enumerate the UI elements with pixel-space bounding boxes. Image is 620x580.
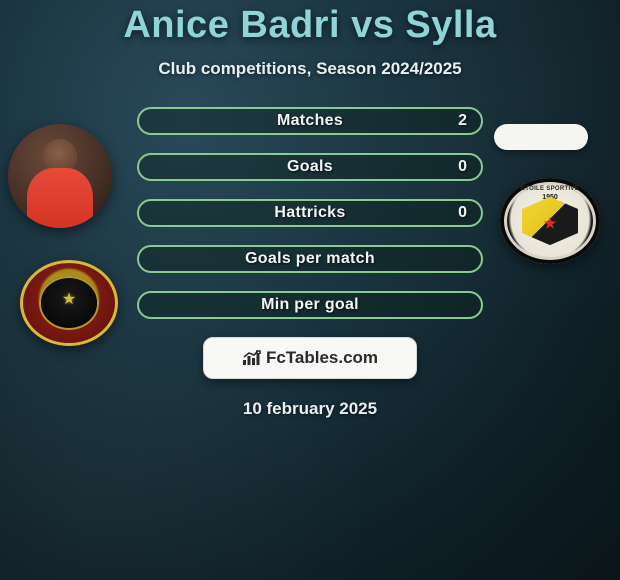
- stat-label: Matches: [277, 112, 343, 130]
- stat-pill-min-per-goal: Min per goal: [137, 291, 483, 319]
- stat-value: 0: [458, 158, 467, 176]
- stat-pill-hattricks: Hattricks 0: [137, 199, 483, 227]
- stat-pill-goals: Goals 0: [137, 153, 483, 181]
- stat-label: Min per goal: [261, 296, 359, 314]
- date-label: 10 february 2025: [243, 399, 377, 419]
- subtitle: Club competitions, Season 2024/2025: [158, 59, 461, 79]
- stat-label: Goals: [287, 158, 333, 176]
- fctables-badge[interactable]: FcTables.com: [203, 337, 417, 379]
- star-icon: ★: [544, 215, 557, 232]
- player-avatar-right: [494, 124, 588, 150]
- stat-pill-matches: Matches 2: [137, 107, 483, 135]
- stat-pill-goals-per-match: Goals per match: [137, 245, 483, 273]
- club-badge-right-inner: ★: [522, 197, 578, 245]
- star-icon: ★: [62, 289, 76, 309]
- stats-list: Matches 2 Goals 0 Hattricks 0 Goals per …: [137, 107, 483, 319]
- club-badge-left: ★: [20, 260, 118, 346]
- page-title: Anice Badri vs Sylla: [123, 4, 496, 47]
- stat-value: 2: [458, 112, 467, 130]
- stat-label: Hattricks: [274, 204, 345, 222]
- chart-icon: [242, 350, 262, 366]
- fctables-label: FcTables.com: [266, 348, 378, 368]
- stat-value: 0: [458, 204, 467, 222]
- player-avatar-left: [8, 124, 112, 228]
- club-badge-right-text: ÉTOILE SPORTIVE: [521, 186, 579, 192]
- stat-label: Goals per match: [245, 250, 375, 268]
- club-badge-right: ÉTOILE SPORTIVE 1950 ★: [500, 178, 600, 264]
- club-badge-left-inner: ★: [39, 276, 100, 329]
- main-container: Anice Badri vs Sylla Club competitions, …: [0, 0, 620, 580]
